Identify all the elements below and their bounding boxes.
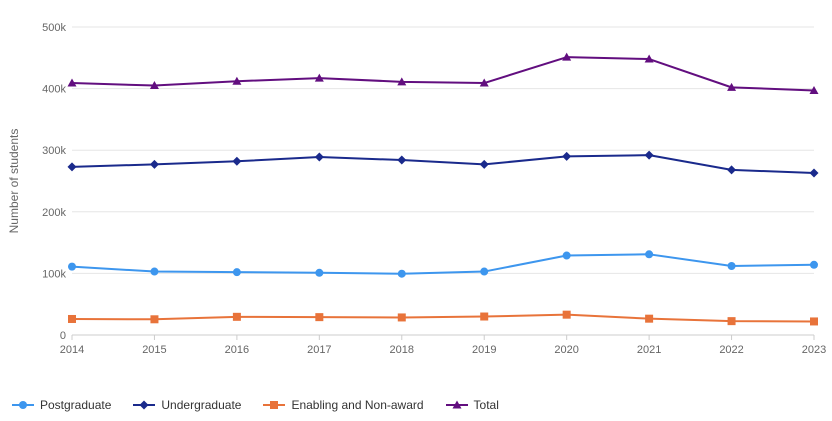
data-point-enabling-and-non-award bbox=[68, 314, 76, 323]
legend-item-total[interactable]: Total bbox=[445, 398, 499, 412]
x-tick-label: 2019 bbox=[472, 344, 496, 356]
legend-label: Enabling and Non-award bbox=[291, 398, 424, 412]
x-tick-label: 2023 bbox=[802, 344, 826, 356]
y-tick-label: 100k bbox=[42, 268, 66, 280]
data-point-enabling-and-non-award bbox=[562, 310, 571, 319]
series-line-enabling-and-non-award bbox=[71, 313, 815, 323]
data-point-total bbox=[644, 54, 654, 63]
data-point-postgraduate bbox=[727, 262, 736, 271]
x-tick-label: 2015 bbox=[142, 344, 166, 356]
data-point-postgraduate bbox=[68, 262, 76, 271]
data-point-postgraduate bbox=[810, 260, 818, 269]
legend: Postgraduate Undergraduate Enabling and No… bbox=[12, 398, 499, 412]
y-axis-title: Number of students bbox=[7, 129, 21, 234]
data-point-undergraduate bbox=[727, 165, 737, 175]
legend-marker bbox=[452, 400, 462, 409]
data-point-undergraduate bbox=[149, 159, 159, 169]
legend-label: Total bbox=[473, 398, 499, 412]
data-point-enabling-and-non-award bbox=[645, 314, 654, 323]
data-point-enabling-and-non-award bbox=[397, 313, 406, 322]
y-tick-label: 200k bbox=[42, 207, 66, 219]
data-point-undergraduate bbox=[479, 159, 489, 169]
data-point-enabling-and-non-award bbox=[315, 313, 324, 322]
legend-label: Undergraduate bbox=[161, 398, 242, 412]
x-tick-label: 2016 bbox=[225, 344, 249, 356]
data-point-total bbox=[397, 77, 407, 86]
data-point-enabling-and-non-award bbox=[150, 315, 159, 324]
data-point-total bbox=[727, 82, 737, 91]
data-point-undergraduate bbox=[809, 168, 819, 178]
data-point-enabling-and-non-award bbox=[232, 312, 241, 321]
y-tick-label: 400k bbox=[42, 84, 66, 96]
series-line-postgraduate bbox=[71, 253, 815, 275]
data-point-total bbox=[314, 73, 324, 82]
data-point-postgraduate bbox=[645, 250, 654, 259]
square-marker-icon bbox=[263, 401, 286, 409]
data-point-enabling-and-non-award bbox=[810, 317, 818, 326]
legend-label: Postgraduate bbox=[40, 398, 112, 412]
data-point-total bbox=[809, 85, 819, 94]
data-point-undergraduate bbox=[562, 151, 572, 161]
y-tick-label: 300k bbox=[42, 145, 66, 157]
data-point-total bbox=[562, 52, 572, 61]
data-point-undergraduate bbox=[314, 152, 324, 162]
data-point-postgraduate bbox=[480, 267, 489, 276]
data-point-undergraduate bbox=[67, 162, 77, 172]
legend-marker bbox=[19, 401, 27, 409]
legend-item-postgraduate[interactable]: Postgraduate bbox=[12, 398, 111, 412]
x-tick-label: 2018 bbox=[390, 344, 414, 356]
x-tick-label: 2021 bbox=[637, 344, 661, 356]
series-line-undergraduate bbox=[71, 154, 815, 174]
data-point-postgraduate bbox=[562, 251, 571, 260]
legend-marker bbox=[270, 401, 279, 409]
data-point-enabling-and-non-award bbox=[480, 312, 489, 321]
legend-marker bbox=[139, 400, 149, 410]
y-tick-label: 0 bbox=[60, 330, 66, 342]
data-point-enabling-and-non-award bbox=[727, 317, 736, 326]
x-tick-label: 2017 bbox=[307, 344, 331, 356]
data-point-postgraduate bbox=[397, 269, 406, 278]
data-point-postgraduate bbox=[150, 267, 159, 276]
x-tick-label: 2014 bbox=[60, 344, 84, 356]
y-tick-label: 500k bbox=[42, 22, 66, 34]
series-line-total bbox=[71, 56, 815, 92]
data-point-undergraduate bbox=[397, 155, 407, 165]
diamond-marker-icon bbox=[133, 400, 156, 410]
data-point-total bbox=[479, 78, 489, 87]
data-point-postgraduate bbox=[315, 268, 324, 277]
data-point-undergraduate bbox=[644, 150, 654, 160]
data-point-total bbox=[149, 81, 159, 90]
x-tick-label: 2020 bbox=[554, 344, 578, 356]
data-point-total bbox=[67, 78, 77, 87]
data-point-undergraduate bbox=[232, 156, 242, 166]
legend-item-undergraduate[interactable]: Undergraduate bbox=[133, 398, 241, 412]
x-tick-label: 2022 bbox=[719, 344, 743, 356]
data-point-total bbox=[232, 76, 242, 85]
data-point-postgraduate bbox=[232, 268, 241, 277]
circle-marker-icon bbox=[12, 401, 34, 409]
legend-item-enabling-and-non-award[interactable]: Enabling and Non-award bbox=[263, 398, 424, 412]
triangle-marker-icon bbox=[445, 400, 468, 409]
